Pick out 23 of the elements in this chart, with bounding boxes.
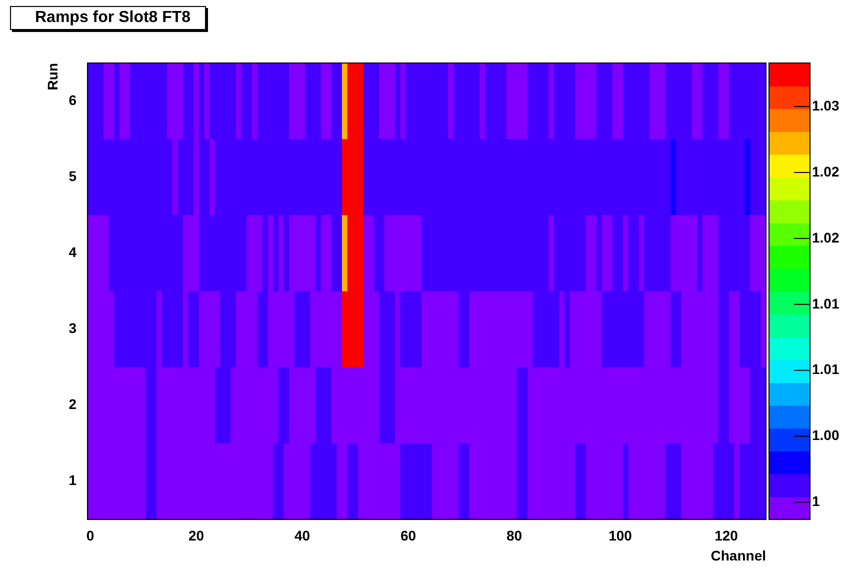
y-tick-label: 2 xyxy=(68,396,77,412)
x-tick-label: 80 xyxy=(506,528,522,544)
y-tick-label: 1 xyxy=(68,472,77,488)
color-bar-label: 1.01 xyxy=(812,295,840,312)
y-tick-label: 4 xyxy=(68,244,77,260)
color-bar-label: 1.01 xyxy=(812,361,840,378)
y-tick-label: 5 xyxy=(68,168,77,184)
y-tick-label: 3 xyxy=(68,320,77,336)
chart-title: Ramps for Slot8 FT8 xyxy=(10,6,206,30)
color-bar-label: 1.02 xyxy=(812,229,840,246)
x-tick-label: 120 xyxy=(714,528,738,544)
y-axis-title: Run xyxy=(44,63,60,90)
y-tick-label: 6 xyxy=(68,92,77,108)
x-tick-label: 60 xyxy=(400,528,416,544)
x-tick-label: 0 xyxy=(86,528,94,544)
x-tick-label: 20 xyxy=(188,528,204,544)
x-tick-label: 40 xyxy=(294,528,310,544)
color-bar-label: 1.02 xyxy=(812,163,840,180)
color-bar-label: 1.03 xyxy=(812,97,840,114)
color-bar-label: 1.00 xyxy=(812,427,840,444)
x-axis-title: Channel xyxy=(710,547,766,564)
x-tick-label: 100 xyxy=(608,528,632,544)
color-bar-label: 1 xyxy=(812,493,820,510)
